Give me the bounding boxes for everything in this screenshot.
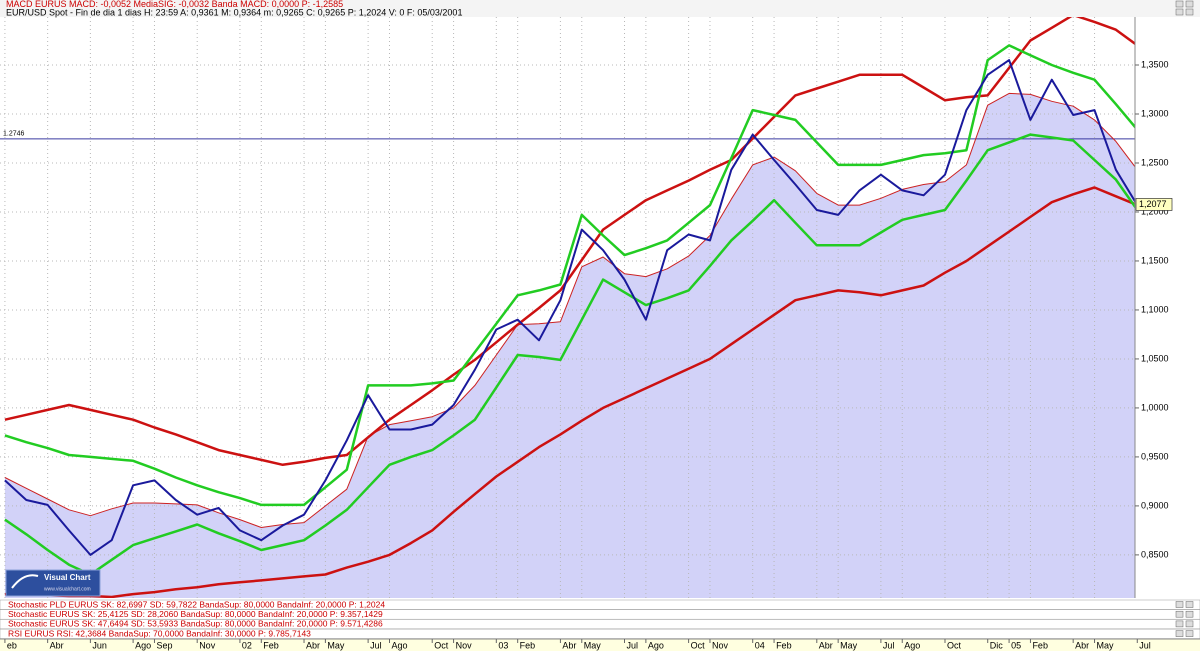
indicator-button bbox=[1175, 620, 1184, 628]
x-tick-label: Abr bbox=[50, 640, 64, 650]
x-tick-label: Jul bbox=[627, 640, 639, 650]
x-tick-label: 02 bbox=[242, 640, 252, 650]
y-tick-label: 1,3500 bbox=[1141, 59, 1169, 69]
indicator-button bbox=[1175, 601, 1184, 608]
x-tick-label: Abr bbox=[562, 640, 576, 650]
indicator-text: RSI EURUS RSI: 42,3684 BandaSup: 70,0000… bbox=[8, 628, 311, 638]
indicator-button bbox=[1185, 610, 1194, 618]
price-header: EUR/USD Spot - Fin de dia 1 dias H: 23:5… bbox=[6, 7, 462, 17]
x-tick-label: Jul bbox=[370, 640, 382, 650]
x-tick-label: Nov bbox=[712, 640, 729, 650]
y-tick-label: 1,0500 bbox=[1141, 353, 1169, 363]
x-tick-label: Oct bbox=[434, 640, 449, 650]
logo: Visual Chart www.visualchart.com bbox=[5, 569, 101, 597]
series-line bbox=[4, 17, 1135, 467]
y-tick-label: 1,2000 bbox=[1141, 206, 1169, 216]
x-tick-label: May bbox=[584, 640, 602, 650]
x-tick-label: Ago bbox=[391, 640, 407, 650]
x-tick-label: Abr bbox=[306, 640, 320, 650]
y-tick-label: 1,1000 bbox=[1141, 304, 1169, 314]
x-tick-label: Nov bbox=[199, 640, 216, 650]
x-tick-label: Feb bbox=[520, 640, 536, 650]
y-tick-label: 0,8500 bbox=[1141, 549, 1169, 559]
y-tick-label: 1,1500 bbox=[1141, 255, 1169, 265]
indicator-text: Stochastic EURUS SK: 25,4125 SD: 28,2060… bbox=[8, 609, 383, 619]
x-tick-label: 03 bbox=[498, 640, 508, 650]
series-line bbox=[4, 44, 1135, 507]
macd-header: MACD EURUS MACD: -0,0052 MediaSIG: -0,00… bbox=[6, 0, 343, 9]
series-line bbox=[4, 92, 1135, 528]
x-tick-label: Oct bbox=[947, 640, 962, 650]
series-line bbox=[4, 59, 1135, 556]
window-buttons[interactable] bbox=[1175, 0, 1194, 16]
x-tick-label: Abr bbox=[1075, 640, 1089, 650]
logo-url: www.visualchart.com bbox=[44, 586, 91, 592]
indicator-button bbox=[1185, 630, 1194, 637]
x-tick-label: Abr bbox=[819, 640, 833, 650]
x-axis-band bbox=[0, 639, 1200, 651]
x-tick-label: eb bbox=[7, 640, 17, 650]
x-tick-label: Dic bbox=[990, 640, 1003, 650]
plot-area: 1.2746 bbox=[0, 17, 1135, 598]
x-tick-label: Feb bbox=[776, 640, 792, 650]
x-tick-label: 05 bbox=[1011, 640, 1021, 650]
indicator-text: Stochastic PLD EURUS SK: 82,6997 SD: 59,… bbox=[8, 599, 385, 609]
axis-layer: 0,8500 0,9000 0,9500 1,0000 1,0500 1,1000 1,15… bbox=[1135, 59, 1173, 559]
last-price-label: 1,2077 bbox=[1139, 199, 1167, 209]
header-bar bbox=[0, 0, 1200, 17]
y-tick-label: 0,9500 bbox=[1141, 451, 1169, 461]
x-tick-label: Jun bbox=[92, 640, 107, 650]
logo-title: Visual Chart bbox=[44, 573, 91, 582]
x-tick-label: Sep bbox=[156, 640, 172, 650]
x-tick-label: 04 bbox=[755, 640, 765, 650]
x-tick-label: May bbox=[840, 640, 858, 650]
series-line bbox=[4, 186, 1135, 598]
area-fill bbox=[4, 93, 1135, 598]
x-tick-label: May bbox=[1097, 640, 1115, 650]
series-line bbox=[4, 133, 1135, 576]
reference-label: 1.2746 bbox=[3, 131, 25, 138]
x-axis: eb Abr Jun Ago Sep Nov 02 Feb Abr May Jul Ago Oct Nov… bbox=[4, 639, 1151, 650]
indicator-button bbox=[1185, 620, 1194, 628]
x-tick-label: Oct bbox=[691, 640, 706, 650]
x-tick-label: Ago bbox=[135, 640, 151, 650]
y-tick-label: 1,3000 bbox=[1141, 108, 1169, 118]
x-tick-label: Jul bbox=[1139, 640, 1151, 650]
y-tick-label: 0,9000 bbox=[1141, 500, 1169, 510]
x-tick-label: Feb bbox=[263, 640, 279, 650]
indicator-button bbox=[1185, 601, 1194, 608]
x-tick-label: Jul bbox=[883, 640, 895, 650]
indicator-button bbox=[1175, 610, 1184, 618]
x-tick-label: Nov bbox=[456, 640, 473, 650]
last-price-box bbox=[1135, 198, 1173, 211]
x-tick-label: Ago bbox=[648, 640, 664, 650]
y-tick-label: 1,0000 bbox=[1141, 402, 1169, 412]
indicator-panel: Stochastic PLD EURUS SK: 82,6997 SD: 59,… bbox=[0, 599, 1200, 639]
x-tick-label: Ago bbox=[904, 640, 920, 650]
indicator-text: Stochastic EURUS SK: 47,6494 SD: 53,5933… bbox=[8, 619, 383, 629]
x-tick-label: Feb bbox=[1032, 640, 1048, 650]
indicator-button bbox=[1175, 630, 1184, 637]
x-tick-label: May bbox=[327, 640, 345, 650]
y-tick-label: 1,2500 bbox=[1141, 157, 1169, 167]
